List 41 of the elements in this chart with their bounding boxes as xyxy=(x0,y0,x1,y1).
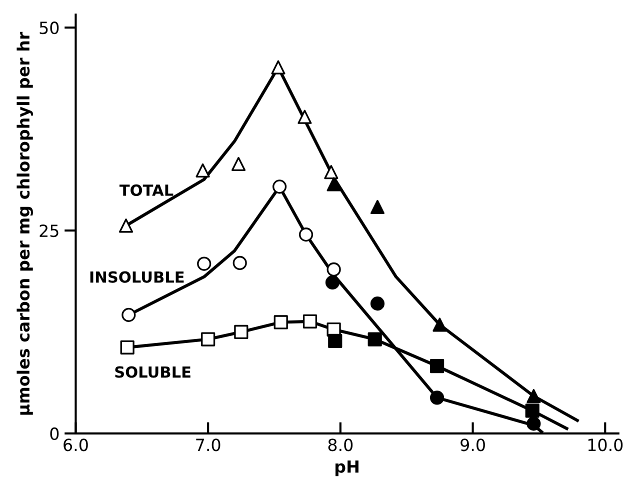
series-label: TOTAL xyxy=(119,184,174,196)
point xyxy=(298,110,312,124)
point xyxy=(526,416,541,431)
point xyxy=(232,256,247,270)
point xyxy=(432,318,447,332)
point xyxy=(430,390,444,405)
point xyxy=(430,359,444,374)
point xyxy=(368,332,382,346)
y-tick-label: 25 xyxy=(40,224,58,238)
point xyxy=(525,404,540,418)
point xyxy=(118,218,134,233)
point xyxy=(370,200,385,214)
y-tick-label: 0 xyxy=(50,427,59,440)
series-label: INSOLUBLE xyxy=(90,271,184,283)
point xyxy=(302,314,318,328)
point xyxy=(325,275,340,290)
point xyxy=(120,340,134,354)
point xyxy=(234,324,248,340)
point xyxy=(370,296,385,311)
point xyxy=(274,315,288,330)
point xyxy=(326,177,341,192)
point xyxy=(197,256,212,271)
x-tick-label: 10.0 xyxy=(588,438,623,452)
point xyxy=(324,165,338,180)
point xyxy=(271,60,286,74)
point xyxy=(526,389,541,404)
x-axis-title: pH xyxy=(336,460,358,476)
x-tick-label: 7.0 xyxy=(196,438,220,452)
point xyxy=(122,308,136,322)
y-tick-label: 50 xyxy=(40,22,59,34)
point xyxy=(231,156,246,172)
point xyxy=(326,262,341,277)
y-axis-title: µmoles carbon per mg chlorophyll per hr xyxy=(16,32,33,415)
x-tick-label: 6.0 xyxy=(64,438,88,452)
point xyxy=(272,180,287,194)
point xyxy=(298,228,314,242)
x-tick-label: 9.0 xyxy=(460,438,485,452)
x-tick-label: 8.0 xyxy=(328,438,353,452)
point xyxy=(328,334,342,348)
point xyxy=(201,332,216,346)
series-label: SOLUBLE xyxy=(115,366,190,378)
